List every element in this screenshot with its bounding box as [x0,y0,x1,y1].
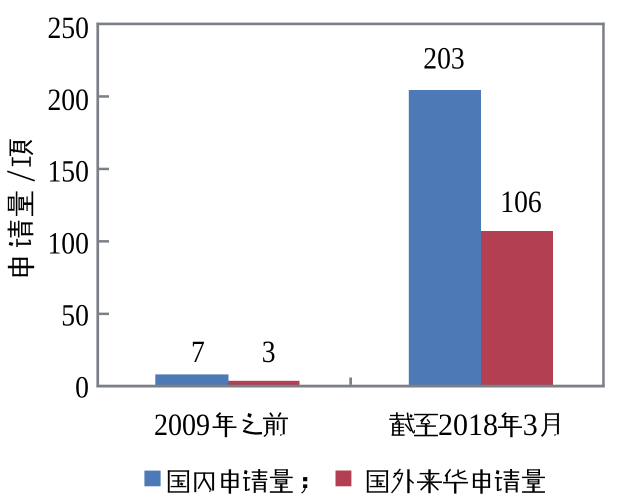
svg-text:2009: 2009 [154,407,210,442]
svg-text:100: 100 [48,226,89,261]
svg-text:3: 3 [523,407,538,442]
svg-text:200: 200 [48,82,89,117]
svg-text:203: 203 [423,40,464,75]
svg-text:106: 106 [500,184,541,219]
svg-text:3: 3 [262,334,276,369]
svg-text:50: 50 [61,297,89,332]
svg-text:7: 7 [191,334,205,369]
svg-text:250: 250 [48,10,89,45]
svg-text:150: 150 [48,154,89,189]
svg-text:0: 0 [75,369,89,404]
svg-text:2018: 2018 [438,407,498,442]
